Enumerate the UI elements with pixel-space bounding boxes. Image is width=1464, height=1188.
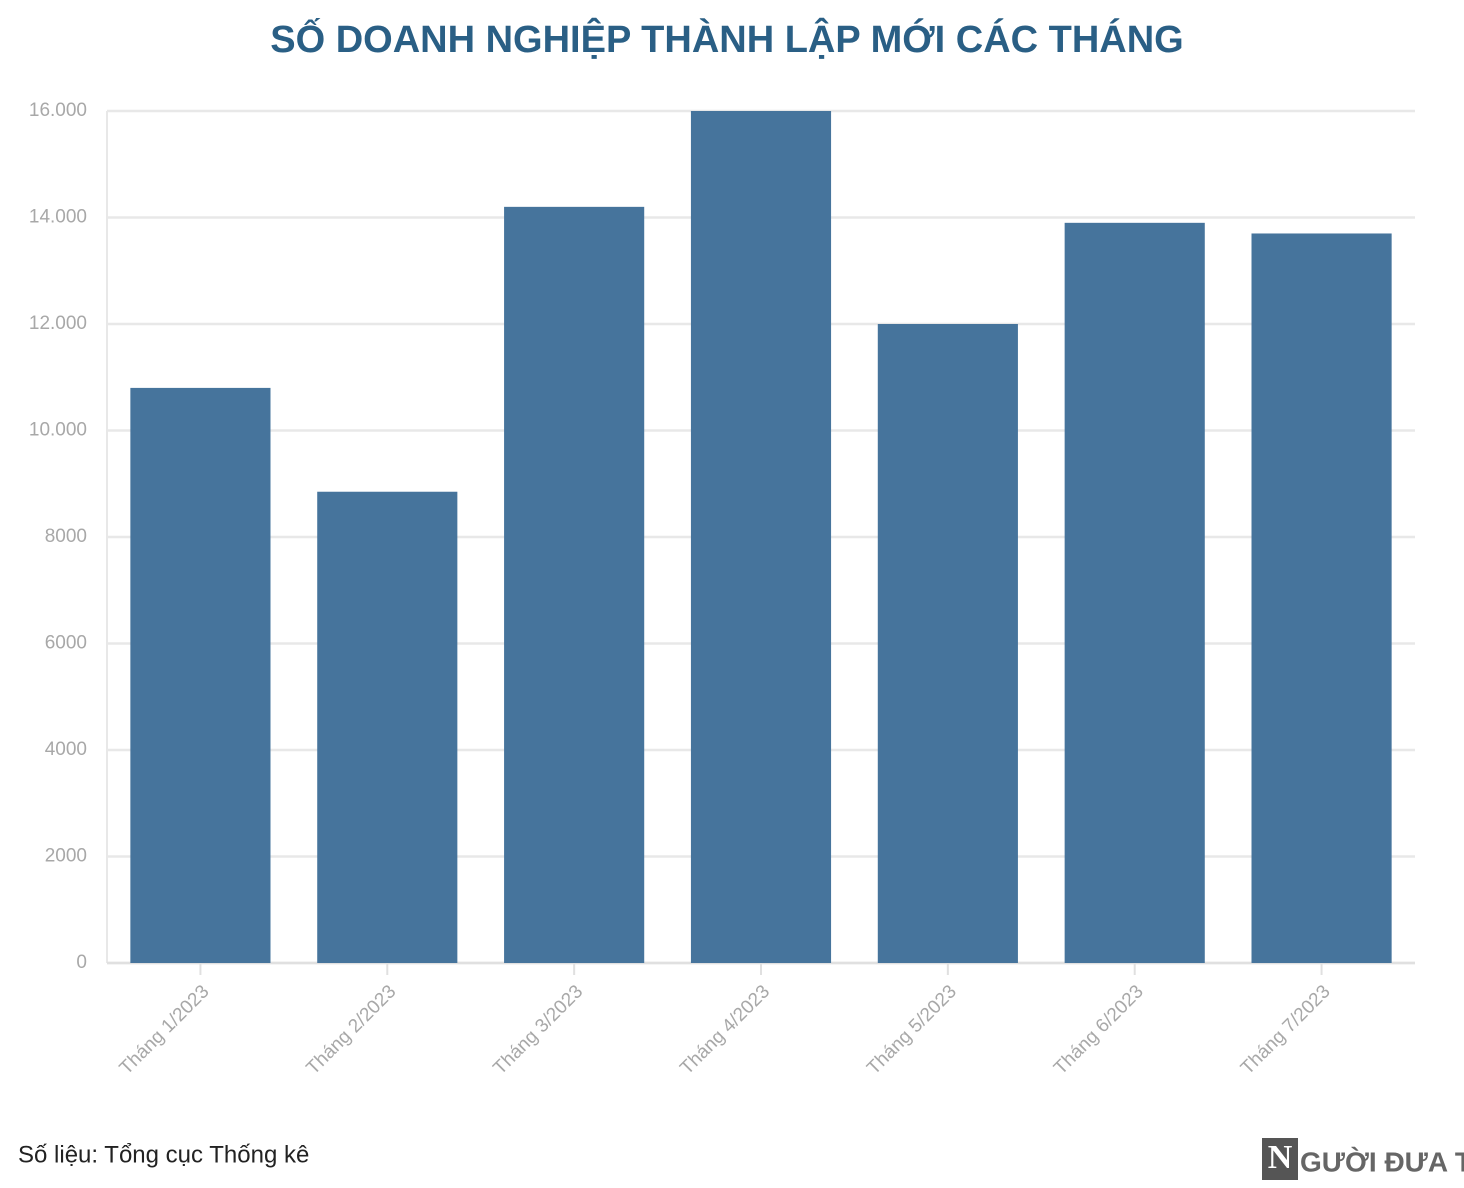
y-tick-label: 8000 <box>45 526 87 547</box>
bar <box>317 491 458 963</box>
x-tick-label: Tháng 7/2023 <box>1237 981 1335 1079</box>
y-tick-label: 0 <box>76 952 87 973</box>
y-tick-label: 2000 <box>45 846 87 867</box>
bar <box>690 111 832 963</box>
logo-mark: N <box>1268 1139 1293 1176</box>
y-tick-label: 12.000 <box>29 313 87 334</box>
logo-box <box>1262 1138 1298 1180</box>
logo-text: GƯỜI ĐƯA TIN <box>1300 1146 1464 1177</box>
y-tick-label: 14.000 <box>29 207 87 228</box>
y-tick-label: 10.000 <box>29 420 87 441</box>
bar <box>130 387 271 963</box>
chart-title: SỐ DOANH NGHIỆP THÀNH LẬP MỚI CÁC THÁNG <box>270 16 1183 61</box>
x-tick-label: Tháng 3/2023 <box>489 981 587 1079</box>
bar <box>877 324 1018 963</box>
bar <box>1251 233 1392 964</box>
x-tick-label: Tháng 5/2023 <box>863 981 961 1079</box>
bar <box>1064 222 1205 963</box>
x-tick-label: Tháng 6/2023 <box>1050 981 1148 1079</box>
x-tick-label: Tháng 2/2023 <box>303 981 401 1079</box>
y-tick-label: 4000 <box>45 739 87 760</box>
y-tick-label: 6000 <box>45 633 87 654</box>
y-tick-label: 16.000 <box>29 100 87 121</box>
source-note: Số liệu: Tổng cục Thống kê <box>18 1141 309 1168</box>
x-tick-label: Tháng 4/2023 <box>676 981 774 1079</box>
bar <box>504 206 645 964</box>
x-tick-label: Tháng 1/2023 <box>116 981 214 1079</box>
